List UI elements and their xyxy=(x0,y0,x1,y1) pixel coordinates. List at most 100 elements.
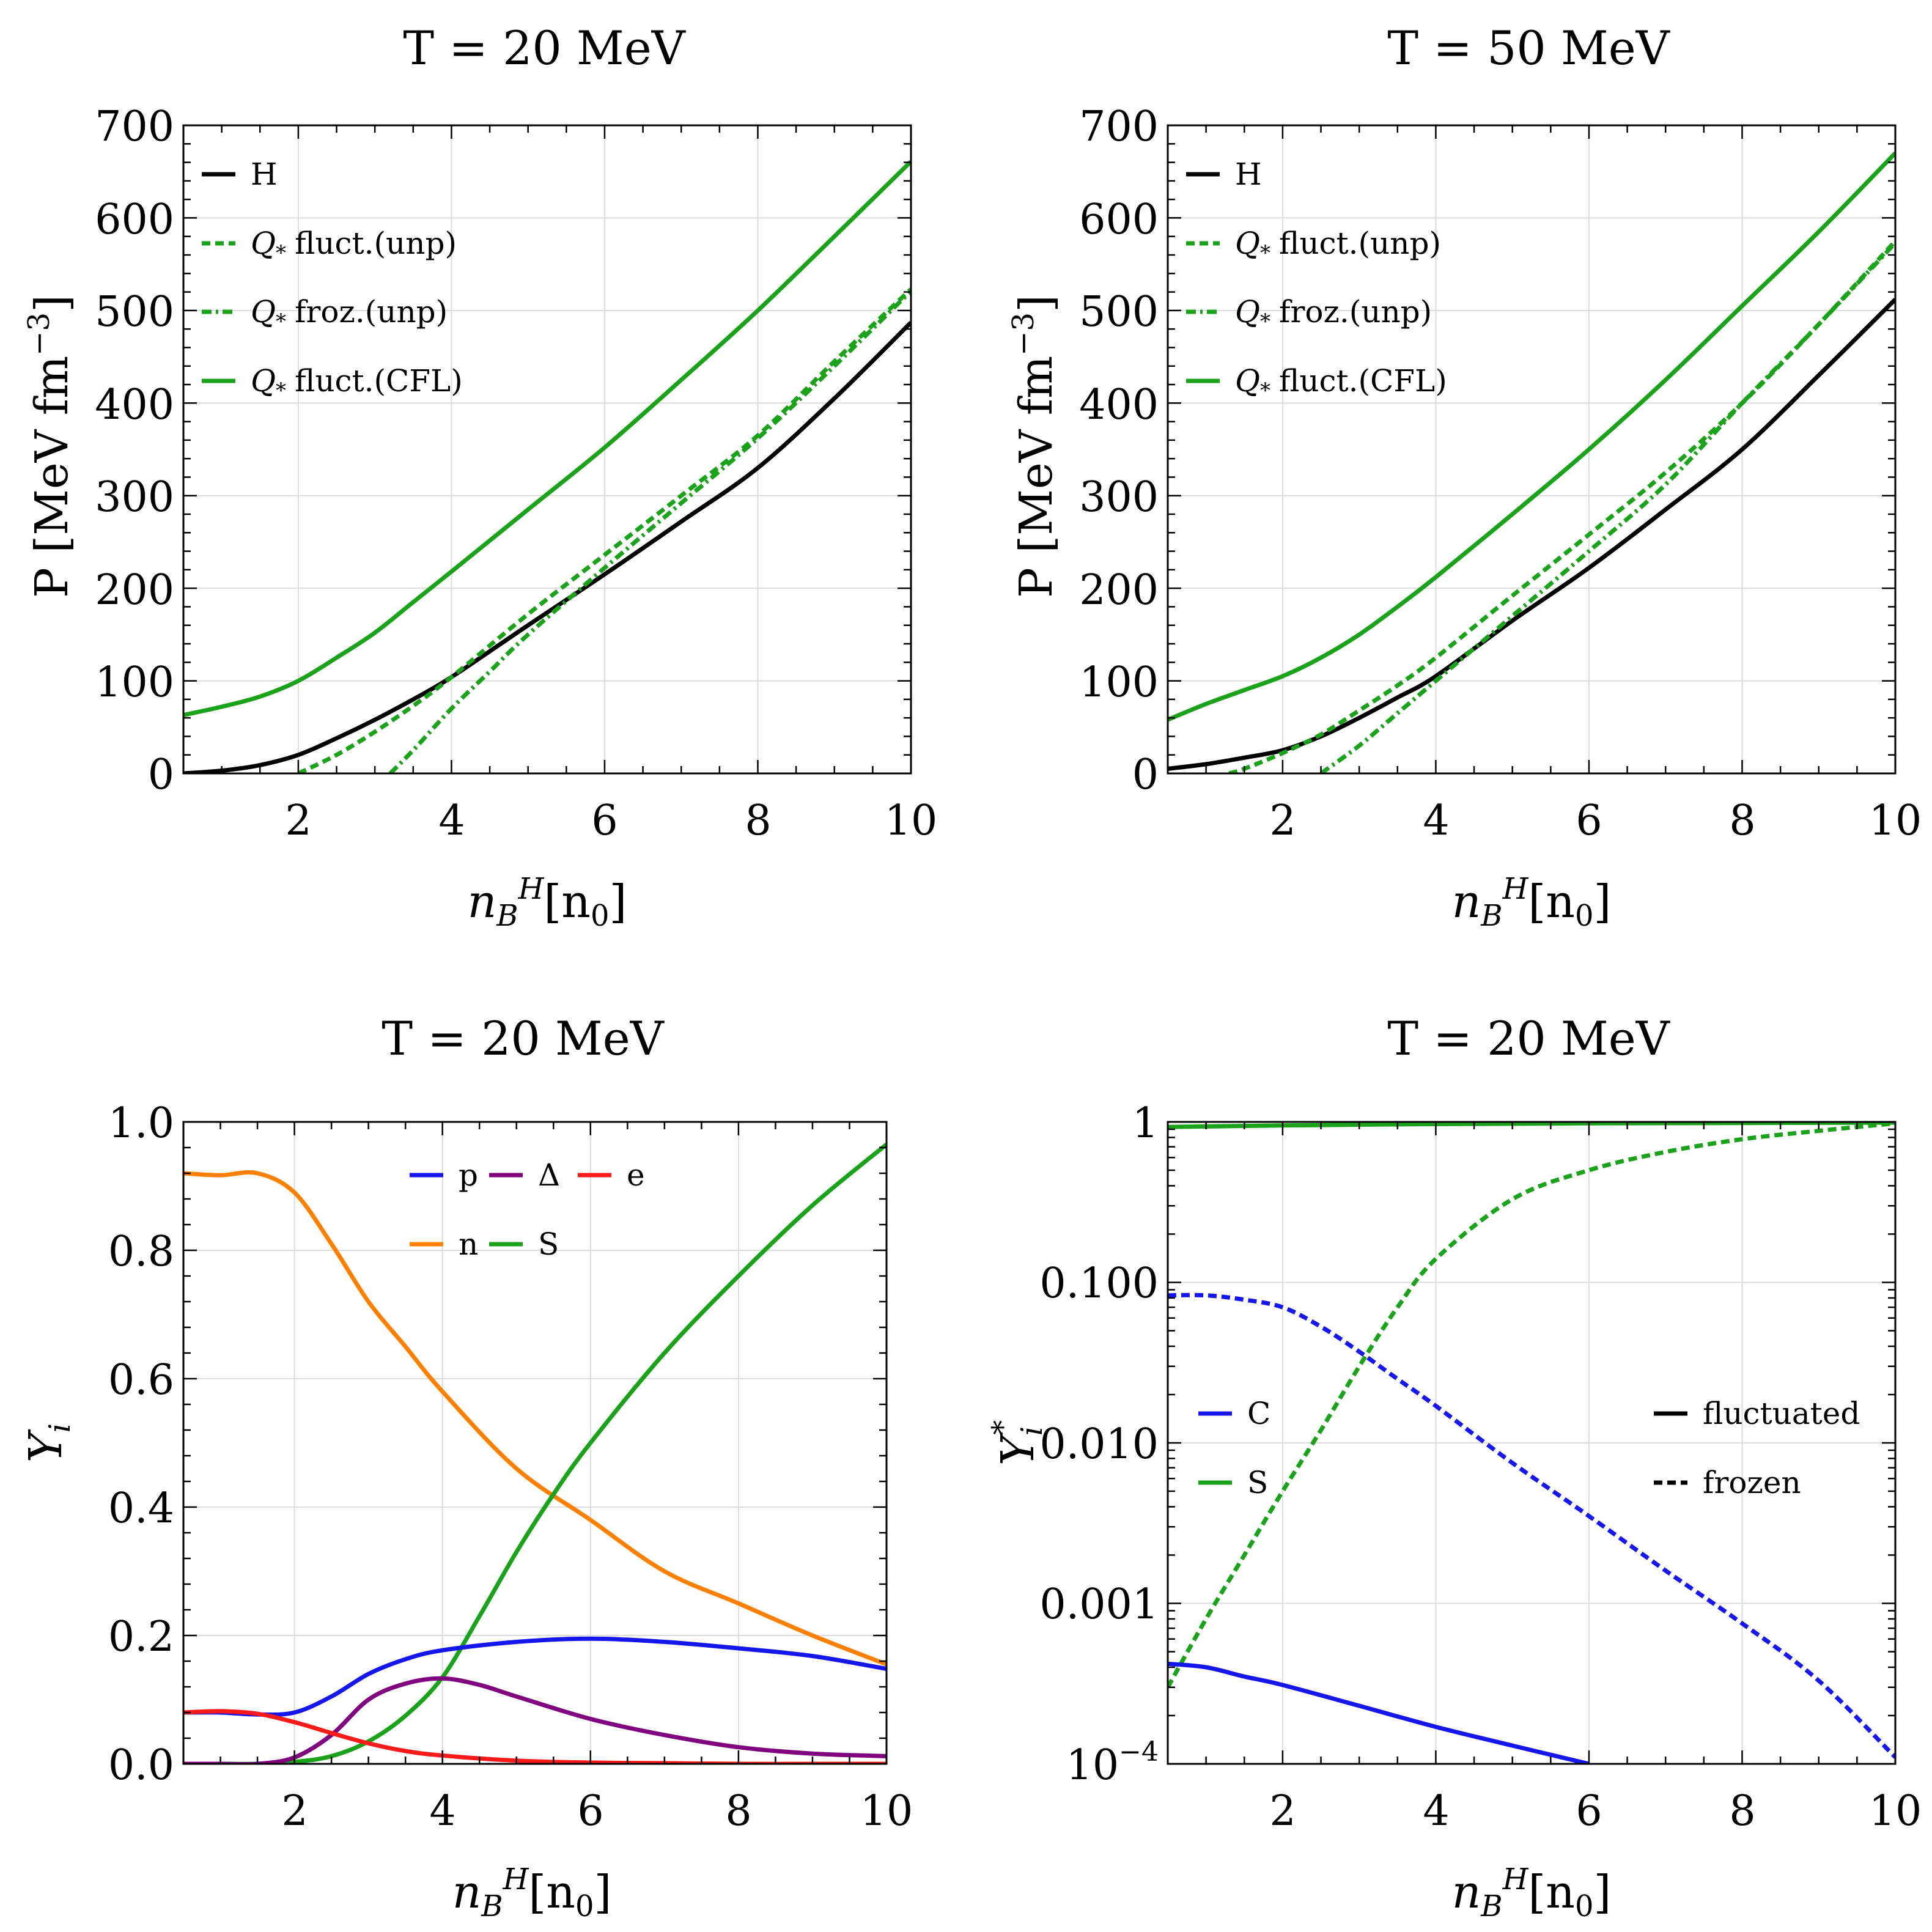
y-tick-label: 600 xyxy=(1079,196,1159,244)
y-tick-label: 0.010 xyxy=(1039,1420,1159,1469)
series-line-q-froz-unp- xyxy=(1319,241,1895,773)
curves xyxy=(183,1143,887,1764)
legend-label-p: p xyxy=(459,1157,478,1193)
y-tick-label: 300 xyxy=(1079,473,1159,522)
y-tick-label: 0.0 xyxy=(108,1741,174,1790)
y-tick-labels: 0 100 200 300 400 500 600 700 xyxy=(1079,103,1159,799)
legend-label-s: S xyxy=(1247,1465,1268,1500)
x-tick-labels: 2 4 6 8 10 xyxy=(285,797,937,845)
x-axis-label: nBH[n0] xyxy=(1452,872,1612,933)
y-tick-label: 200 xyxy=(95,566,174,614)
ticks xyxy=(1168,1122,1897,1765)
y-tick-label: 0 xyxy=(1132,751,1159,799)
y-tick-label: 0.4 xyxy=(108,1484,174,1533)
x-tick-label: 2 xyxy=(285,797,311,845)
legend-label-s: S xyxy=(538,1226,559,1262)
y-tick-labels: 10−4 0.001 0.010 0.100 1 xyxy=(1039,1099,1159,1790)
y-tick-label: 400 xyxy=(1079,381,1159,429)
y-tick-label: 10−4 xyxy=(1066,1736,1159,1790)
y-tick-label: 0.6 xyxy=(108,1356,174,1404)
series-line-h xyxy=(183,321,911,773)
x-tick-label: 6 xyxy=(577,1787,603,1835)
legend-label-delta: Δ xyxy=(538,1157,560,1193)
x-tick-labels: 2 4 6 8 10 xyxy=(1269,797,1922,845)
series-line-δ xyxy=(183,1676,887,1764)
legend-label-h: H xyxy=(251,157,278,192)
legend-label-e: e xyxy=(627,1157,645,1193)
legend: H Q* fluct.(unp) Q* froz.(unp) Q* fluct.(CF… xyxy=(1186,157,1447,403)
y-tick-label: 0.001 xyxy=(1039,1580,1159,1629)
panel-title: T = 50 MeV xyxy=(1387,21,1670,75)
y-tick-label: 100 xyxy=(1079,658,1159,707)
y-tick-labels: 0 100 200 300 400 500 600 700 xyxy=(95,103,174,799)
legend-label-c: C xyxy=(1247,1396,1270,1431)
x-tick-label: 4 xyxy=(438,797,465,845)
x-tick-label: 8 xyxy=(1729,797,1755,845)
y-axis-label: Yi xyxy=(20,1423,77,1462)
x-tick-label: 10 xyxy=(885,797,938,845)
legend: H Q* fluct.(unp) Q* froz.(unp) Q* fluct.(CF… xyxy=(202,157,463,403)
x-tick-label: 8 xyxy=(1729,1787,1755,1835)
panel-title: T = 20 MeV xyxy=(382,1011,664,1066)
y-tick-label: 700 xyxy=(95,103,174,151)
y-tick-label: 0 xyxy=(148,751,174,799)
y-tick-label: 200 xyxy=(1079,566,1159,614)
series-line-q-froz-unp- xyxy=(388,289,911,773)
curves xyxy=(183,160,911,773)
x-tick-labels: 2 4 6 8 10 xyxy=(1269,1787,1922,1835)
curves xyxy=(1168,151,1895,773)
y-tick-label: 500 xyxy=(1079,288,1159,336)
series-line-q-fluct-cfl- xyxy=(1168,151,1895,722)
panel-pressure-T50: T = 50 MeV 0 100 200 300 400 500 600 700… xyxy=(1006,21,1922,933)
legend-label-froz-unp: Q* froz.(unp) xyxy=(251,294,448,334)
legend-label-froz-unp: Q* froz.(unp) xyxy=(1235,294,1432,334)
x-tick-label: 6 xyxy=(1576,797,1602,845)
y-axis-label: P [MeV fm−3] xyxy=(22,295,78,598)
y-tick-label: 700 xyxy=(1079,103,1159,151)
legend-label-fluct-unp: Q* fluct.(unp) xyxy=(251,226,457,265)
y-tick-label: 1.0 xyxy=(108,1099,174,1148)
x-tick-label: 6 xyxy=(591,797,618,845)
series-line-q-fluct-unp- xyxy=(297,287,911,773)
y-tick-label: 300 xyxy=(95,473,174,522)
y-axis-label: P [MeV fm−3] xyxy=(1006,295,1063,598)
series-line-n xyxy=(183,1170,887,1667)
y-axis-label: Yi* xyxy=(986,1420,1049,1466)
y-tick-label: 500 xyxy=(95,288,174,336)
series-line-c-fluctuated xyxy=(1168,1661,1590,1764)
plot-frame xyxy=(182,124,912,775)
series-line-c-frozen xyxy=(1168,1292,1895,1759)
panel-pressure-T20: T = 20 MeV 0 100 200 300 400 500 600 700… xyxy=(22,21,937,933)
legend-label-frozen: frozen xyxy=(1703,1465,1801,1500)
x-tick-label: 4 xyxy=(429,1787,455,1835)
x-tick-label: 10 xyxy=(860,1787,913,1835)
x-tick-label: 2 xyxy=(1269,797,1296,845)
y-tick-label: 100 xyxy=(95,658,174,707)
series-line-q-fluct-cfl- xyxy=(183,160,911,718)
x-axis-label: nBH[n0] xyxy=(468,872,627,933)
legend-label-fluct-cfl: Q* fluct.(CFL) xyxy=(1235,363,1447,403)
series-line-s xyxy=(183,1143,887,1764)
ticks xyxy=(183,124,912,775)
ticks xyxy=(1168,124,1897,775)
y-tick-label: 0.2 xyxy=(108,1613,174,1661)
plot-frame xyxy=(182,1121,888,1765)
legend-label-fluct-unp: Q* fluct.(unp) xyxy=(1235,226,1441,265)
ticks xyxy=(183,1121,888,1765)
legend-label-fluct-cfl: Q* fluct.(CFL) xyxy=(251,363,463,403)
x-tick-label: 10 xyxy=(1869,1787,1922,1835)
panel-title: T = 20 MeV xyxy=(403,21,685,75)
x-tick-label: 8 xyxy=(725,1787,751,1835)
series-line-s-frozen xyxy=(1168,1122,1895,1689)
y-tick-label: 400 xyxy=(95,381,174,429)
x-tick-label: 4 xyxy=(1423,1787,1449,1835)
y-tick-label: 0.8 xyxy=(108,1228,174,1276)
x-tick-label: 8 xyxy=(745,797,771,845)
panel-fractions-T20: T = 20 MeV 0.0 0.2 0.4 0.6 0.8 1.0 2 4 6… xyxy=(20,1011,913,1923)
y-tick-label: 0.100 xyxy=(1039,1259,1159,1308)
x-tick-label: 4 xyxy=(1423,797,1449,845)
x-axis-label: nBH[n0] xyxy=(452,1862,612,1923)
y-tick-labels: 0.0 0.2 0.4 0.6 0.8 1.0 xyxy=(108,1099,174,1790)
